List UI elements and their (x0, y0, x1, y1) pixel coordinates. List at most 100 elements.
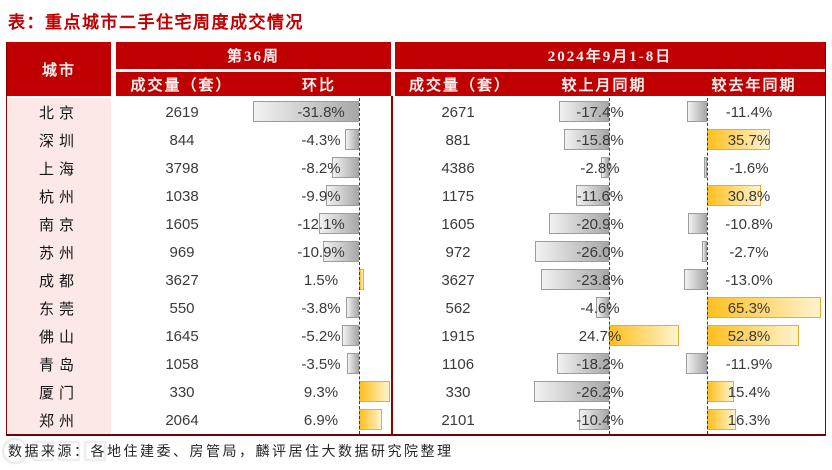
sep-volume-value: 2671 (441, 103, 475, 121)
header-sep-volume: 成交量（套） (395, 72, 525, 96)
week36-volume-value: 844 (169, 131, 195, 149)
week36-volume-value: 330 (169, 383, 195, 401)
mom-percent-value: -26.2% (576, 383, 624, 401)
mom-percent-value: -26.0% (576, 243, 624, 261)
city-name: 佛山 (7, 322, 111, 350)
section-divider-line (391, 96, 393, 434)
yoy-percent-value: -11.4% (725, 103, 773, 121)
table-row: 南京 1605 -12.1% 1605 -20.9% -10.8% (7, 210, 825, 238)
mom-percent-value: -10.4% (576, 411, 624, 429)
sep-volume-value: 1106 (441, 355, 475, 373)
mom-percent-value: -4.6% (580, 299, 620, 317)
wow-data-bar (253, 101, 359, 122)
mom-data-bar (549, 213, 609, 234)
yoy-percent-value: 15.4% (727, 383, 771, 401)
city-name: 深圳 (7, 126, 111, 154)
sep-volume-value: 2101 (441, 411, 475, 429)
wow-percent-value: -3.8% (301, 299, 341, 317)
mom-percent-value: -20.9% (576, 215, 624, 233)
yoy-data-bar (688, 213, 707, 234)
wow-percent-value: -10.9% (297, 243, 345, 261)
yoy-data-bar (686, 353, 707, 374)
table-row: 苏州 969 -10.9% 972 -26.0% -2.7% (7, 238, 825, 266)
source-note: 数据来源：各地住建委、房管局，麟评居住大数据研究院整理 (8, 445, 454, 460)
mom-percent-value: -23.8% (576, 271, 624, 289)
wow-percent-value: -8.2% (301, 159, 341, 177)
wow-percent-value: -12.1% (297, 215, 345, 233)
mom-data-bar (579, 409, 609, 430)
wow-data-bar (322, 241, 359, 262)
week36-volume-value: 3627 (165, 271, 199, 289)
city-name: 厦门 (7, 378, 111, 406)
table-row: 青岛 1058 -3.5% 1106 -18.2% -11.9% (7, 350, 825, 378)
header-sep-mom: 较上月同期 (525, 72, 683, 96)
week36-volume-value: 1645 (165, 327, 199, 345)
wow-percent-value: -3.5% (301, 355, 341, 373)
city-name: 上海 (7, 154, 111, 182)
mom-zero-axis (609, 98, 610, 434)
mom-data-bar (575, 185, 609, 206)
header-week36-wow: 环比 (247, 72, 391, 96)
week36-volume-value: 1605 (165, 215, 199, 233)
table-row: 上海 3798 -8.2% 4386 -2.8% -1.6% (7, 154, 825, 182)
mom-data-bar (595, 297, 609, 318)
yoy-data-bar (687, 101, 707, 122)
week36-volume-value: 2619 (165, 103, 199, 121)
city-name: 杭州 (7, 182, 111, 210)
sep-volume-value: 1175 (441, 187, 475, 205)
yoy-percent-value: -13.0% (725, 271, 773, 289)
table-title: 表：重点城市二手住宅周度成交情况 (8, 13, 304, 32)
sep-volume-value: 3627 (441, 271, 475, 289)
mom-percent-value: -15.8% (576, 131, 624, 149)
mom-percent-value: -17.4% (576, 103, 624, 121)
wow-percent-value: 6.9% (303, 411, 339, 429)
yoy-percent-value: 52.8% (727, 327, 771, 345)
week36-volume-value: 2064 (165, 411, 199, 429)
table-row: 佛山 1645 -5.2% 1915 24.7% 52.8% (7, 322, 825, 350)
wow-data-bar (344, 129, 359, 150)
sep-volume-value: 1915 (441, 327, 475, 345)
week36-volume-value: 1038 (165, 187, 199, 205)
wow-percent-value: -31.8% (297, 103, 345, 121)
header-week36-volume: 成交量（套） (116, 72, 247, 96)
header-city: 城市 (7, 42, 111, 96)
yoy-percent-value: -1.6% (729, 159, 769, 177)
table-row: 郑州 2064 6.9% 2101 -10.4% 16.3% (7, 406, 825, 434)
wow-percent-value: -4.3% (301, 131, 341, 149)
wow-data-bar (331, 157, 359, 178)
mom-data-bar (534, 381, 609, 402)
yoy-percent-value: -2.7% (729, 243, 769, 261)
sep-volume-value: 4386 (441, 159, 475, 177)
watermark (2, 437, 134, 465)
mom-data-bar (534, 241, 609, 262)
header-sep1-8: 2024年9月1-8日 (395, 42, 825, 69)
mom-percent-value: 24.7% (578, 327, 622, 345)
wow-percent-value: 1.5% (303, 271, 339, 289)
sep-volume-value: 881 (445, 131, 471, 149)
table-row: 厦门 330 9.3% 330 -26.2% 15.4% (7, 378, 825, 406)
data-table: 城市 第36周 2024年9月1-8日 成交量（套） 环比 成交量（套） 较上月… (6, 42, 826, 436)
yoy-percent-value: 35.7% (727, 131, 771, 149)
week36-volume-value: 550 (169, 299, 195, 317)
sep-volume-value: 330 (445, 383, 471, 401)
mom-data-bar (564, 129, 609, 150)
watermark-logo-icon (2, 438, 28, 464)
city-name: 成都 (7, 266, 111, 294)
city-name: 东莞 (7, 294, 111, 322)
sep-volume-value: 972 (445, 243, 471, 261)
table-row: 北京 2619 -31.8% 2671 -17.4% -11.4% (7, 98, 825, 126)
yoy-percent-value: -11.9% (725, 355, 773, 373)
yoy-percent-value: 65.3% (727, 299, 771, 317)
week36-volume-value: 1058 (165, 355, 199, 373)
yoy-data-bar (702, 241, 707, 262)
mom-percent-value: -11.6% (576, 187, 624, 205)
yoy-percent-value: 30.8% (727, 187, 771, 205)
city-name: 青岛 (7, 350, 111, 378)
wow-data-bar (347, 353, 359, 374)
city-name: 苏州 (7, 238, 111, 266)
wow-percent-value: -5.2% (301, 327, 341, 345)
wow-zero-axis (359, 98, 360, 434)
table-body: 北京 2619 -31.8% 2671 -17.4% -11.4% 深圳 844… (7, 98, 825, 434)
header-week36: 第36周 (116, 42, 391, 69)
